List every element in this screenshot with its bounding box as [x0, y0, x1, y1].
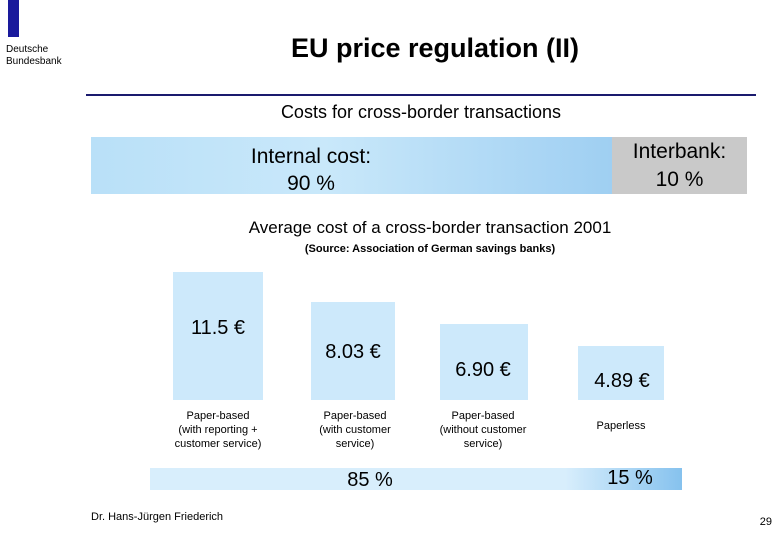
cost-bar-paper-service — [311, 302, 395, 400]
cost-label-paperless: Paperless — [556, 419, 686, 433]
paperless-share-value: 15 % — [607, 467, 653, 489]
interbank-line-2: 10 % — [655, 168, 704, 191]
cost-label-line: Paper-based — [451, 410, 515, 422]
cost-label-paper-service: Paper-based (with customer service) — [290, 409, 420, 451]
cost-label-line: Paper-based — [323, 410, 387, 422]
slide-subtitle: Costs for cross-border transactions — [280, 102, 562, 122]
interbank-cost-box — [612, 137, 747, 194]
cost-bar-paper-reporting — [173, 272, 263, 400]
organization-name: Deutsche Bundesbank — [6, 44, 86, 68]
cost-value-paperless: 4.89 € — [594, 370, 650, 392]
cost-label-line: Paperless — [596, 420, 646, 432]
cost-value-paper-reporting: 11.5 € — [190, 317, 246, 339]
internal-cost-label: Internal cost: 90 % — [91, 143, 531, 197]
internal-cost-box — [91, 137, 612, 194]
internal-cost-line-2: 90 % — [287, 172, 335, 195]
author-name: Dr. Hans-Jürgen Friederich — [91, 511, 224, 523]
cost-label-paper-reporting: Paper-based (with reporting + customer s… — [150, 409, 286, 451]
cost-label-paper-no-service: Paper-based (without customer service) — [418, 409, 548, 451]
cost-label-line: Paper-based — [186, 410, 250, 422]
slide-title: EU price regulation (II) — [290, 33, 580, 63]
average-cost-source: (Source: Association of German savings b… — [304, 243, 556, 255]
internal-cost-line-1: Internal cost: — [250, 145, 372, 168]
cost-label-line: (with reporting + — [178, 424, 258, 436]
cost-value-paper-no-service: 6.90 € — [455, 359, 511, 381]
cost-label-line: customer service) — [174, 438, 262, 450]
accent-bar — [8, 0, 19, 37]
cost-label-line: (without customer — [439, 424, 527, 436]
interbank-cost-label: Interbank: 10 % — [612, 138, 747, 194]
page-number: 29 — [759, 516, 772, 528]
cost-label-line: service) — [335, 438, 375, 450]
org-line-1: Deutsche — [6, 44, 49, 55]
cost-label-line: (with customer — [319, 424, 391, 436]
cost-label-line: service) — [463, 438, 503, 450]
average-cost-title: Average cost of a cross-border transacti… — [248, 218, 612, 237]
title-divider — [86, 94, 756, 96]
org-line-2: Bundesbank — [6, 56, 62, 67]
cost-bar-paperless — [578, 346, 664, 400]
cost-bar-paper-no-service — [440, 324, 528, 400]
interbank-line-1: Interbank: — [632, 140, 727, 163]
paper-share-value: 85 % — [347, 469, 393, 491]
cost-value-paper-service: 8.03 € — [325, 341, 381, 363]
share-strip — [150, 468, 682, 490]
